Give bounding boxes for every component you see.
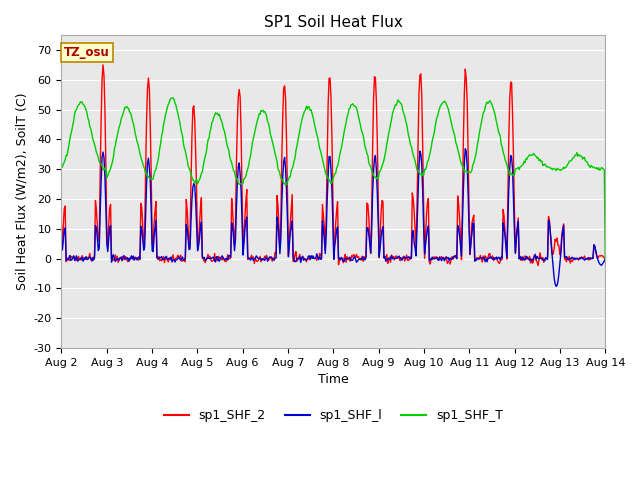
- sp1_SHF_l: [248, 255, 255, 261]
- X-axis label: Time: Time: [318, 373, 349, 386]
- sp1_SHF_2: [572, 256, 580, 262]
- sp1_SHF_T: [571, 152, 579, 158]
- Line: sp1_SHF_T: sp1_SHF_T: [61, 98, 605, 259]
- sp1_SHF_l: [552, 284, 560, 289]
- sp1_SHF_l: [58, 235, 65, 241]
- sp1_SHF_2: [60, 206, 68, 212]
- sp1_SHF_2: [426, 259, 433, 265]
- sp1_SHF_2: [386, 254, 394, 260]
- Line: sp1_SHF_2: sp1_SHF_2: [61, 65, 605, 265]
- sp1_SHF_T: [602, 256, 609, 262]
- sp1_SHF_2: [602, 256, 609, 262]
- sp1_SHF_l: [385, 255, 392, 261]
- Legend: sp1_SHF_2, sp1_SHF_l, sp1_SHF_T: sp1_SHF_2, sp1_SHF_l, sp1_SHF_T: [159, 404, 508, 427]
- Title: SP1 Soil Heat Flux: SP1 Soil Heat Flux: [264, 15, 403, 30]
- sp1_SHF_T: [60, 159, 68, 165]
- sp1_SHF_l: [60, 227, 68, 232]
- sp1_SHF_T: [426, 153, 433, 159]
- Line: sp1_SHF_l: sp1_SHF_l: [61, 149, 605, 287]
- Y-axis label: Soil Heat Flux (W/m2), SoilT (C): Soil Heat Flux (W/m2), SoilT (C): [15, 93, 28, 290]
- sp1_SHF_2: [58, 221, 65, 227]
- sp1_SHF_l: [533, 253, 541, 259]
- sp1_SHF_T: [533, 156, 541, 161]
- Text: TZ_osu: TZ_osu: [64, 46, 110, 59]
- sp1_SHF_l: [461, 146, 469, 152]
- sp1_SHF_2: [248, 255, 256, 261]
- sp1_SHF_l: [572, 255, 580, 261]
- sp1_SHF_T: [169, 95, 177, 101]
- sp1_SHF_l: [602, 255, 609, 261]
- sp1_SHF_T: [248, 139, 256, 145]
- sp1_SHF_2: [99, 62, 107, 68]
- sp1_SHF_T: [58, 165, 65, 170]
- sp1_SHF_l: [424, 223, 432, 229]
- sp1_SHF_2: [533, 259, 541, 265]
- sp1_SHF_2: [534, 263, 542, 268]
- sp1_SHF_T: [386, 127, 394, 132]
